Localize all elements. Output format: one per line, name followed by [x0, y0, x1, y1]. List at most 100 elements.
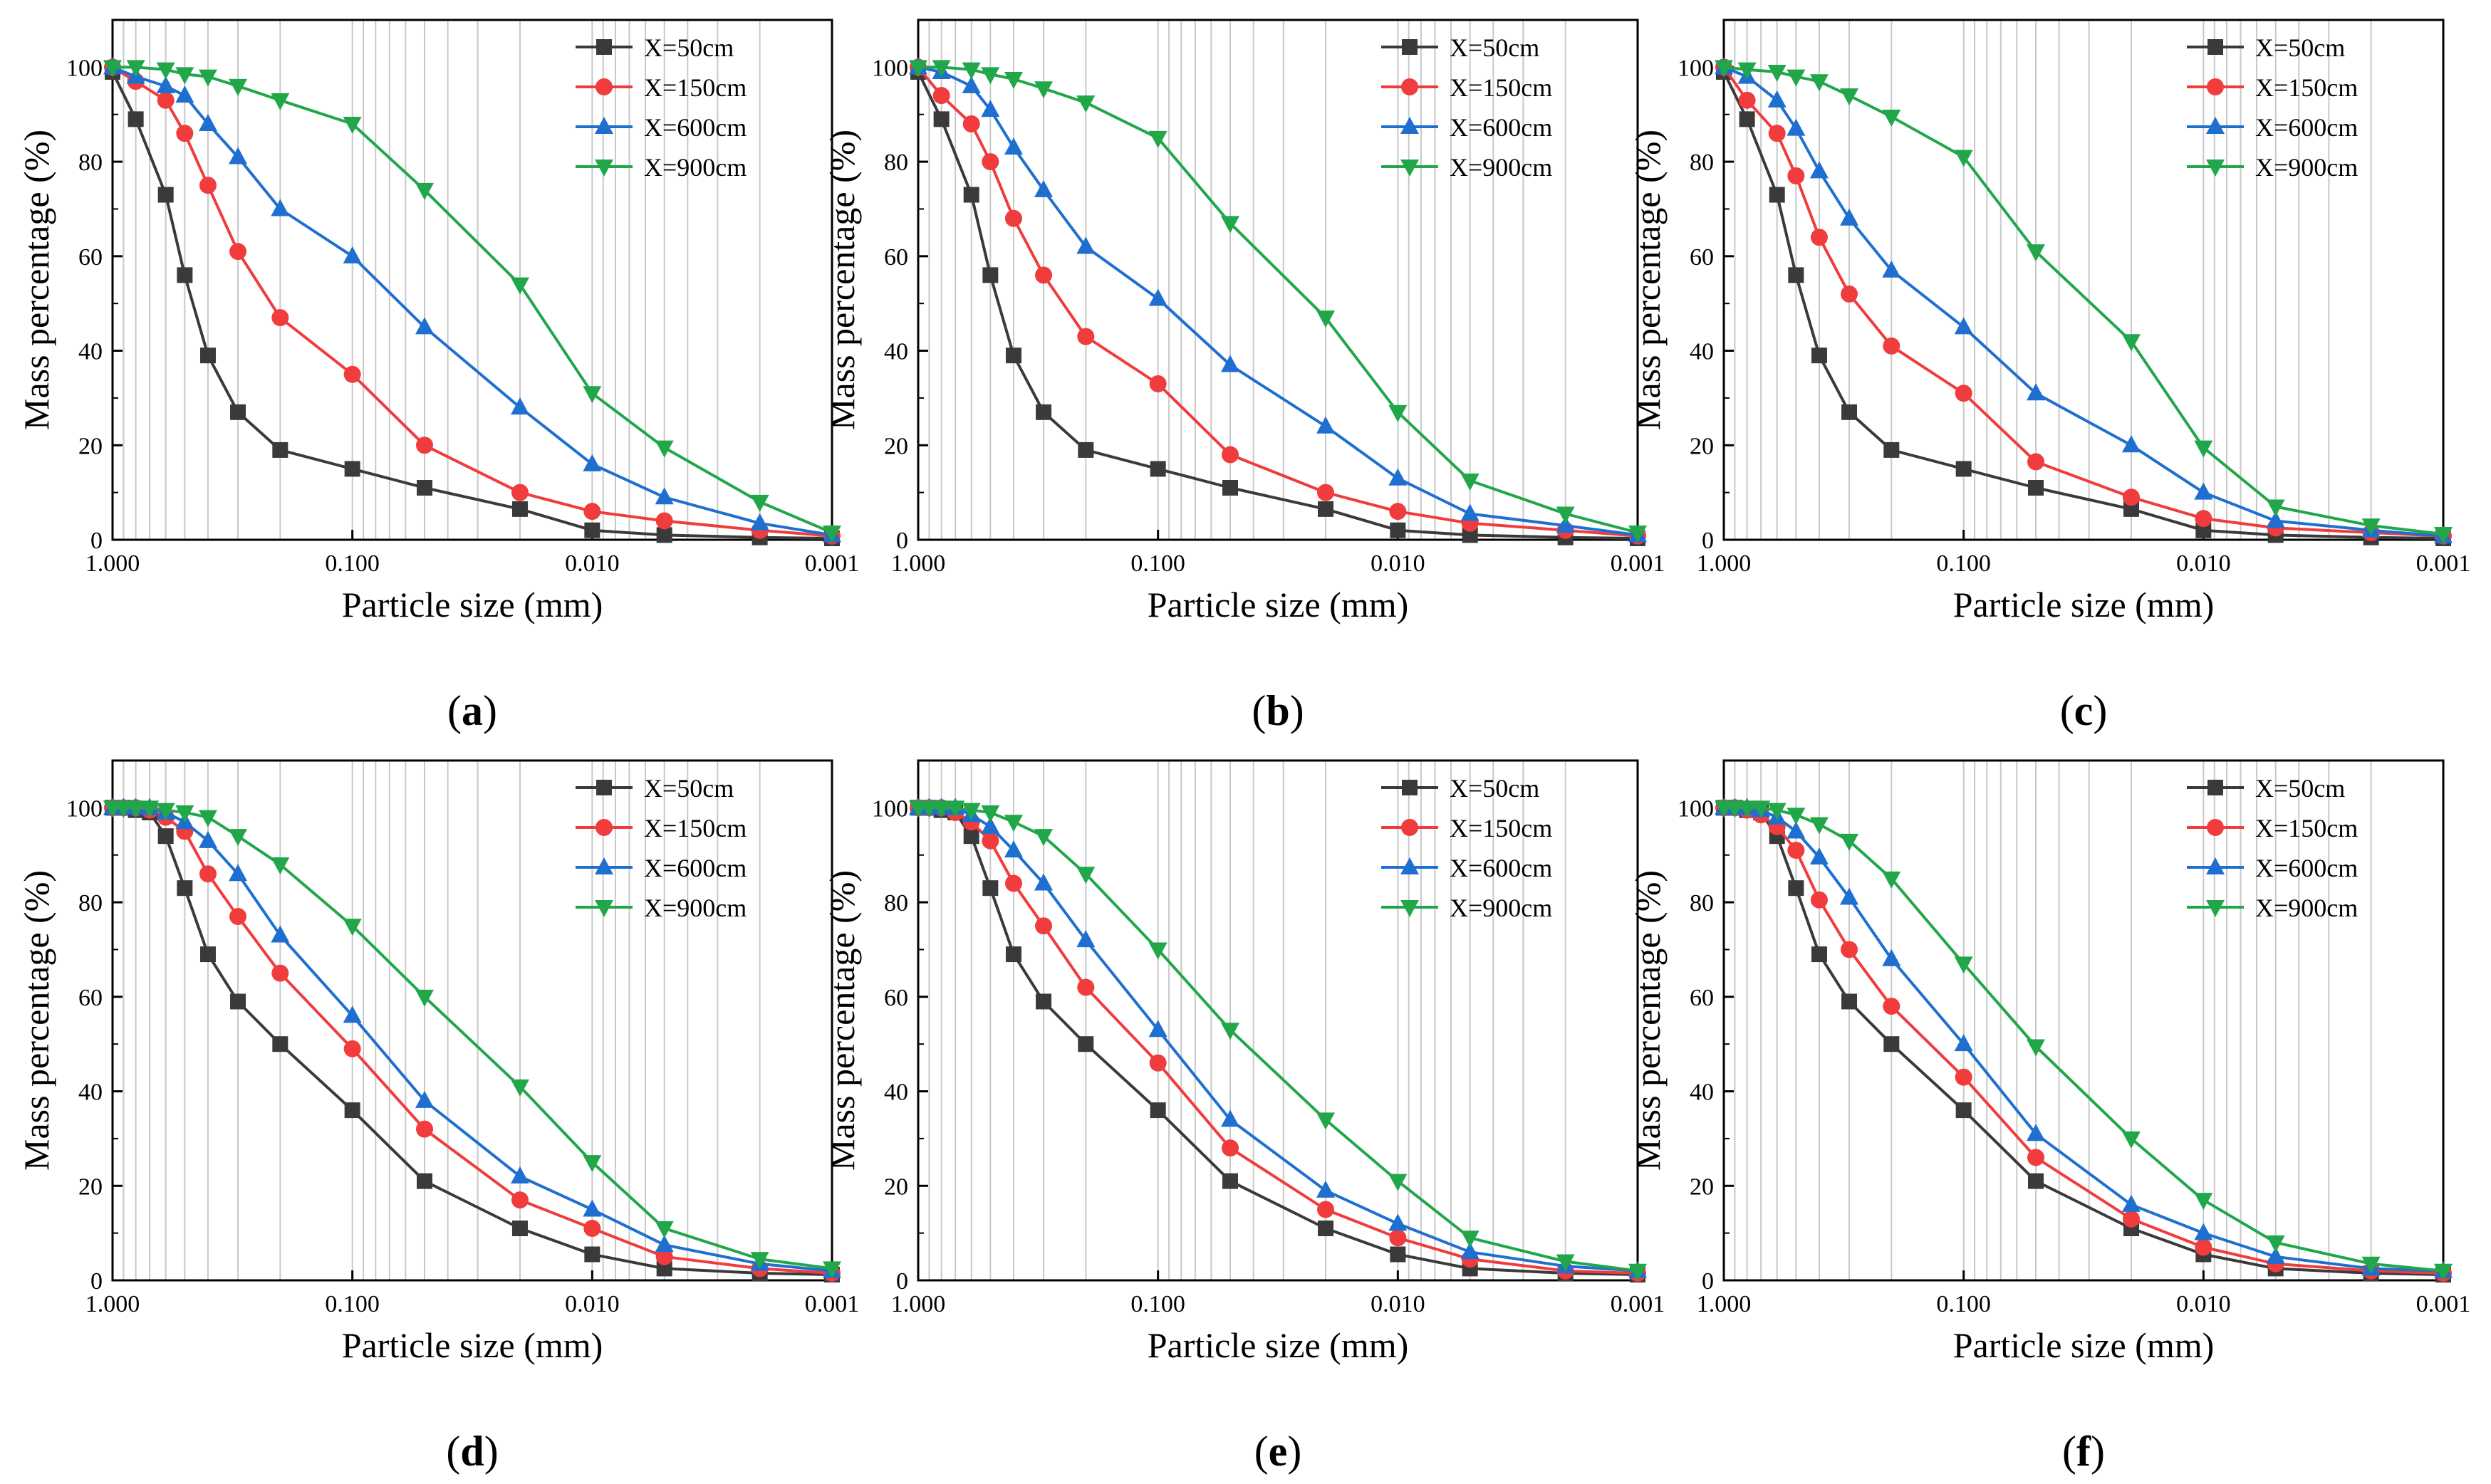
- legend-marker: [596, 78, 613, 95]
- data-point: [1628, 526, 1647, 543]
- data-point: [229, 829, 248, 847]
- data-point: [1148, 1020, 1168, 1038]
- x-tick-label: 1.000: [85, 550, 140, 577]
- data-point: [1841, 993, 1858, 1010]
- x-tick-label: 0.100: [1130, 1291, 1185, 1317]
- legend-label: X=600cm: [2255, 113, 2358, 142]
- data-point: [1841, 285, 1858, 303]
- data-point: [511, 1221, 528, 1236]
- series-line: [113, 806, 833, 1270]
- data-point: [1460, 1242, 1479, 1260]
- data-point: [1883, 441, 1900, 458]
- data-point: [1628, 1263, 1647, 1281]
- data-point: [1810, 891, 1828, 909]
- legend-marker: [595, 900, 613, 917]
- data-point: [1004, 209, 1022, 227]
- data-point: [1078, 441, 1094, 458]
- data-point: [982, 153, 999, 171]
- data-point: [981, 67, 1000, 85]
- data-point: [2266, 499, 2285, 517]
- data-point: [583, 1220, 601, 1237]
- y-tick-label: 60: [78, 244, 103, 271]
- legend-marker: [1400, 857, 1419, 874]
- data-point: [2027, 1039, 2046, 1057]
- data-point: [1221, 1109, 1240, 1127]
- data-point: [1460, 1230, 1479, 1248]
- data-point: [1316, 1112, 1335, 1130]
- data-point: [2027, 383, 2046, 401]
- data-point: [2195, 1238, 2212, 1256]
- data-point: [2195, 522, 2212, 538]
- data-point: [175, 85, 194, 103]
- data-point: [343, 1040, 361, 1057]
- x-tick-label: 0.001: [2416, 550, 2471, 577]
- data-point: [271, 309, 289, 327]
- data-point: [963, 187, 979, 203]
- data-point: [2195, 510, 2212, 528]
- legend-label: X=150cm: [1450, 814, 1552, 842]
- data-point: [1004, 874, 1022, 892]
- y-tick-label: 80: [78, 150, 103, 176]
- data-point: [1883, 1036, 1900, 1052]
- y-tick-label: 0: [90, 1268, 103, 1295]
- data-point: [271, 93, 290, 110]
- data-point: [655, 1235, 674, 1253]
- panel-label: (f): [2062, 1428, 2105, 1475]
- data-point: [156, 75, 175, 93]
- series-line: [917, 71, 1638, 540]
- x-tick-label: 1.000: [891, 1291, 946, 1317]
- y-tick-label: 80: [1690, 150, 1714, 176]
- panel-label: (c): [2060, 687, 2108, 734]
- series-x-900cm: [103, 800, 841, 1279]
- legend-marker: [1401, 819, 1418, 836]
- data-point: [1316, 1201, 1334, 1218]
- y-axis-title: Mass percentage (%): [16, 130, 56, 430]
- data-point: [1767, 90, 1787, 108]
- legend-marker: [595, 117, 613, 134]
- data-point: [1388, 1174, 1408, 1191]
- data-point: [510, 397, 529, 415]
- legend-label: X=50cm: [644, 774, 734, 803]
- data-point: [1787, 167, 1805, 184]
- legend-marker: [2207, 39, 2223, 55]
- data-point: [1883, 337, 1900, 355]
- data-point: [2122, 488, 2140, 506]
- data-point: [1076, 95, 1096, 113]
- data-point: [177, 267, 193, 283]
- data-point: [1809, 74, 1829, 92]
- data-point: [1769, 187, 1785, 203]
- data-point: [1811, 946, 1827, 963]
- y-tick-label: 40: [78, 339, 103, 365]
- data-point: [583, 454, 602, 471]
- series-x-900cm: [1715, 800, 2453, 1281]
- data-point: [2361, 518, 2381, 536]
- legend-marker: [2207, 819, 2224, 836]
- data-point: [416, 1120, 434, 1138]
- data-point: [417, 480, 433, 496]
- legend-label: X=600cm: [2255, 854, 2358, 882]
- data-point: [128, 111, 144, 127]
- data-point: [1389, 503, 1407, 521]
- data-point: [1222, 1139, 1239, 1157]
- data-point: [584, 1246, 600, 1263]
- data-point: [343, 365, 361, 383]
- panel-label: (b): [1252, 687, 1304, 734]
- data-point: [981, 100, 1000, 117]
- data-point: [1460, 474, 1479, 491]
- y-axis-title: Mass percentage (%): [16, 870, 56, 1171]
- data-point: [1149, 375, 1167, 392]
- data-point: [1954, 1034, 1973, 1052]
- legend: X=50cm X=150cm X=600cm X=900cm: [576, 33, 747, 182]
- legend-marker: [1400, 160, 1419, 177]
- legend-label: X=600cm: [644, 854, 747, 882]
- data-point: [229, 147, 248, 164]
- data-point: [1004, 71, 1023, 89]
- data-point: [962, 62, 981, 80]
- data-point: [2122, 1210, 2140, 1228]
- data-point: [198, 114, 217, 131]
- legend-label: X=600cm: [1450, 854, 1552, 882]
- x-tick-label: 1.000: [891, 550, 946, 577]
- data-point: [343, 117, 362, 134]
- legend-marker: [1400, 117, 1419, 134]
- x-tick-label: 0.100: [1130, 550, 1185, 577]
